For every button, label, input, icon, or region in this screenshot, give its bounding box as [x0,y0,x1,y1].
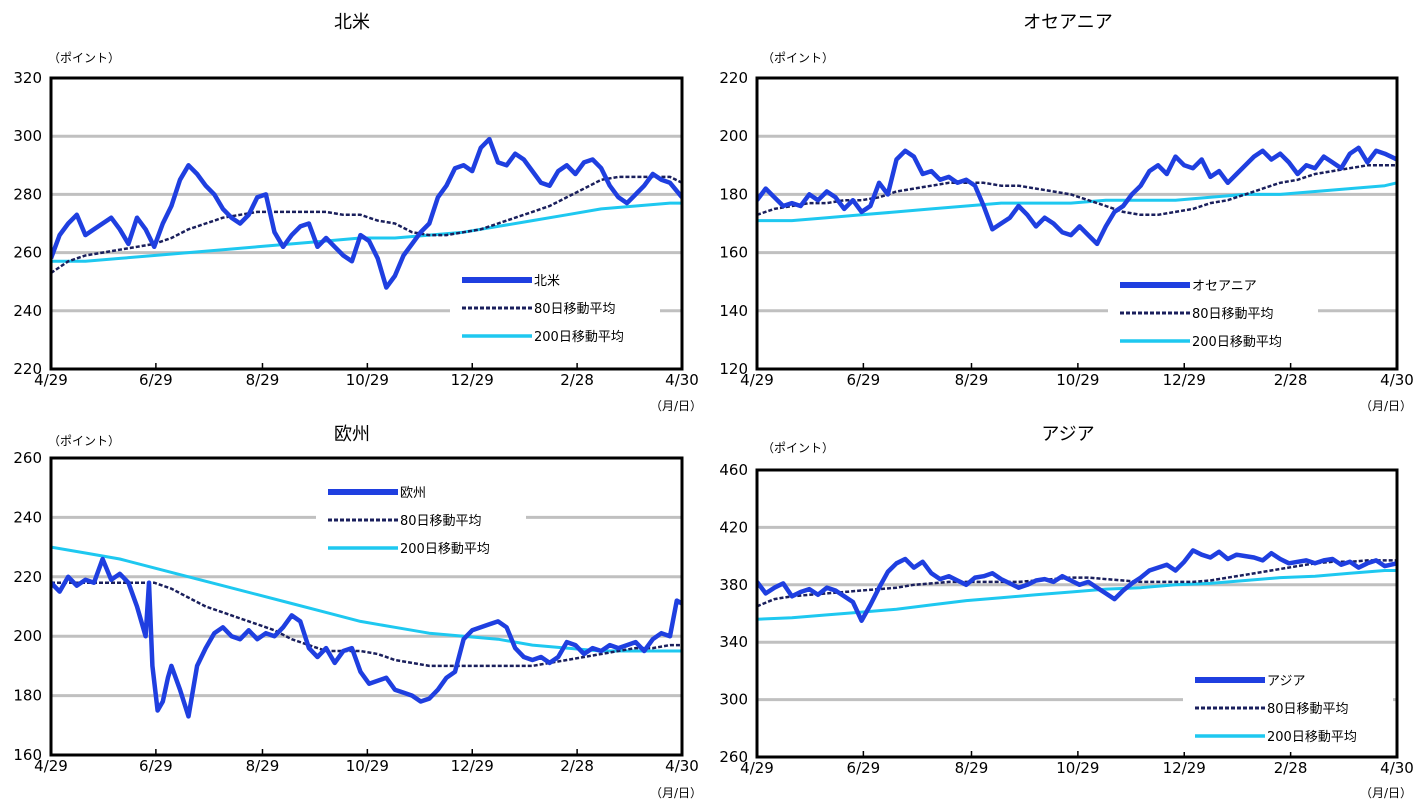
legend-label: オセアニア [1192,279,1257,294]
y-tick-label: 160 [13,746,42,764]
y-tick-label: 200 [719,127,748,145]
series-line-index [757,145,1397,247]
series-line-index [757,548,1397,623]
series-line-index [51,136,682,290]
x-tick-label: 12/29 [451,371,494,389]
y-tick-label: 280 [13,185,42,203]
y-tick-label: 300 [13,127,42,145]
legend-label: 欧州 [400,486,426,501]
legend-label: 200日移動平均 [1267,730,1357,745]
chart-title: 欧州 [334,424,370,445]
x-tick-label: 4/29 [740,759,774,777]
y-tick-label: 460 [719,461,748,479]
x-tick-label: 4/29 [34,371,68,389]
y-tick-label: 120 [719,360,748,378]
y-tick-label: 220 [13,360,42,378]
chart-panel-2: 欧州 （ポイント） 160 180 200 220 240 260 4/29 6/29 8/29 10… [13,424,702,800]
legend-label: 200日移動平均 [1192,335,1282,350]
plot-frame [755,76,1399,371]
chart-title: 北米 [334,12,370,33]
series-line-index [51,556,682,719]
x-tick-label: 4/30 [1380,759,1414,777]
legend-label: 200日移動平均 [534,330,624,345]
x-axis-label: （月/日） [650,786,702,800]
y-tick-label: 180 [13,687,42,705]
legend-label: 80日移動平均 [400,514,482,529]
y-tick-label: 260 [13,449,42,467]
legend-label: 北米 [534,274,560,289]
y-axis-label: （ポイント） [48,434,120,448]
y-tick-label: 300 [719,691,748,709]
series-line-ma200 [757,181,1397,223]
legend-label: 80日移動平均 [1192,307,1274,322]
y-tick-label: 140 [719,302,748,320]
legend-label: 200日移動平均 [400,542,490,557]
y-tick-label: 200 [13,627,42,645]
plot-frame [755,468,1399,759]
y-tick-label: 260 [13,244,42,262]
y-tick-label: 240 [13,508,42,526]
x-tick-label: 12/29 [1163,759,1206,777]
series-line-ma80 [757,559,1397,608]
y-tick-label: 180 [719,185,748,203]
x-tick-label: 10/29 [346,371,389,389]
y-tick-label: 340 [719,633,748,651]
series-line-ma200 [757,569,1397,621]
x-tick-label: 2/28 [1274,759,1308,777]
x-tick-label: 8/29 [246,757,280,775]
x-tick-label: 8/29 [246,371,280,389]
x-tick-label: 12/29 [1163,371,1206,389]
y-tick-label: 240 [13,302,42,320]
y-axis-label: （ポイント） [48,51,120,65]
series-line-ma80 [757,164,1397,217]
series-line-ma200 [51,201,682,263]
x-axis-label: （月/日） [1360,399,1412,413]
x-tick-label: 10/29 [1056,759,1099,777]
y-tick-label: 380 [719,576,748,594]
chart-panel-3: アジア （ポイント） 260 300 340 380 420 460 4/29 6/29 8/29 1… [719,424,1413,800]
x-tick-label: 6/29 [847,759,881,777]
x-tick-label: 2/28 [560,757,594,775]
x-tick-label: 4/30 [665,371,699,389]
y-tick-label: 220 [13,568,42,586]
x-axis-label: （月/日） [1360,786,1412,800]
x-tick-label: 6/29 [139,371,173,389]
x-tick-label: 10/29 [1056,371,1099,389]
legend-label: 80日移動平均 [534,302,616,317]
series-line-ma80 [51,175,682,275]
chart-title: オセアニア [1023,12,1113,33]
x-tick-label: 2/28 [560,371,594,389]
x-tick-label: 6/29 [847,371,881,389]
x-tick-label: 4/29 [34,757,68,775]
x-tick-label: 2/28 [1274,371,1308,389]
x-tick-label: 8/29 [955,371,989,389]
plot-frame [49,76,684,371]
x-tick-label: 4/30 [1380,371,1414,389]
y-tick-label: 220 [719,69,748,87]
x-tick-label: 4/30 [665,757,699,775]
chart-title: アジア [1041,424,1094,445]
x-tick-label: 6/29 [139,757,173,775]
y-axis-label: （ポイント） [762,441,834,455]
y-tick-label: 160 [719,244,748,262]
x-tick-label: 10/29 [346,757,389,775]
x-tick-label: 4/29 [740,371,774,389]
x-axis-label: （月/日） [650,399,702,413]
y-tick-label: 420 [719,518,748,536]
y-tick-label: 260 [719,748,748,766]
chart-panel-0: 北米 （ポイント） 220 240 260 280 300 320 4/29 6/29 8/29 10… [13,12,702,413]
y-axis-label: （ポイント） [762,51,834,65]
x-tick-label: 8/29 [955,759,989,777]
legend-label: アジア [1267,674,1305,689]
series-line-ma80 [51,581,682,668]
x-tick-label: 12/29 [451,757,494,775]
legend-label: 80日移動平均 [1267,702,1349,717]
y-tick-label: 320 [13,69,42,87]
plot-frame [49,456,684,757]
chart-panel-1: オセアニア （ポイント） 120 140 160 180 200 220 4/29 6/29 8/2… [719,12,1413,413]
